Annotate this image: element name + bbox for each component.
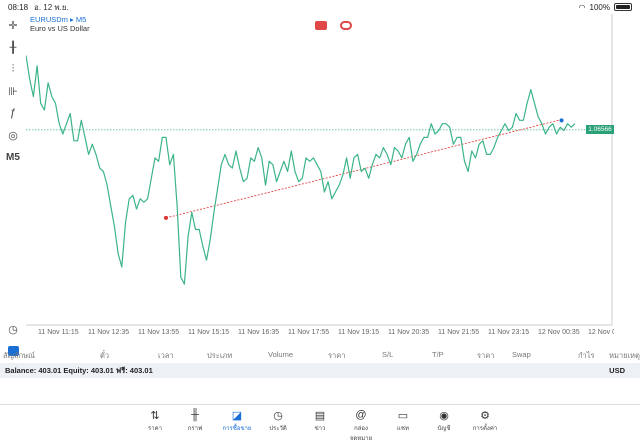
time-tick-label: 11 Nov 20:35 xyxy=(388,329,429,334)
col-type[interactable]: ประเภท xyxy=(207,351,233,360)
status-bar: 08:18 อ. 12 พ.ย. ◠ 100% xyxy=(0,0,640,14)
price-chart[interactable]: 1.067201.066901.066601.066301.066001.065… xyxy=(26,14,614,334)
time-tick-label: 11 Nov 15:15 xyxy=(188,329,229,334)
tab-label: การซื้อขาย xyxy=(222,426,252,432)
settings-sliders-icon[interactable]: ⊪ xyxy=(8,85,18,98)
clock: 08:18 xyxy=(8,2,29,12)
col-ticket[interactable]: ตั๋ว xyxy=(100,351,110,360)
chart-area[interactable]: EURUSDm ▸ M5 Euro vs US Dollar 1.067201.… xyxy=(26,14,614,334)
bottom-tab-bar: ⇅ ราคา ╫ กราฟ ◪ การซื้อขาย ◷ ประวัติ ▤ ข่าว @… xyxy=(0,404,640,447)
tab-settings[interactable]: ⚙ การตั้งค่า xyxy=(467,409,503,433)
tab-label: แชท xyxy=(397,426,409,432)
tab-label: การตั้งค่า xyxy=(472,426,498,432)
buy-button[interactable] xyxy=(340,21,352,30)
news-icon: ▤ xyxy=(314,410,326,422)
indicators-icon[interactable]: ⫶ xyxy=(11,62,15,75)
col-profit[interactable]: กำไร xyxy=(578,351,595,360)
date: อ. 12 พ.ย. xyxy=(34,2,69,12)
col-sl[interactable]: S/L xyxy=(382,350,394,359)
trend-line xyxy=(165,119,559,219)
chart-icon: ╫ xyxy=(191,409,199,421)
tab-label: บัญชี xyxy=(437,426,451,432)
settings-icon: ⚙ xyxy=(480,410,490,422)
time-tick-label: 11 Nov 17:55 xyxy=(288,329,329,334)
currency: USD xyxy=(609,366,625,375)
trend-start-point xyxy=(163,215,168,220)
tab-account[interactable]: ◉ บัญชี xyxy=(426,409,462,433)
time-tick-label: 11 Nov 19:15 xyxy=(338,329,379,334)
trade-icon: ◪ xyxy=(231,410,243,422)
price-series-line xyxy=(26,55,576,285)
tab-chat[interactable]: ▭ แชท xyxy=(385,409,421,433)
mailbox-icon: @ xyxy=(355,409,367,421)
time-tick-label: 11 Nov 16:35 xyxy=(238,329,279,334)
tab-trade[interactable]: ◪ การซื้อขาย xyxy=(219,409,255,433)
col-comment[interactable]: หมายเหตุ xyxy=(609,351,640,360)
time-tick-label: 11 Nov 13:55 xyxy=(138,329,179,334)
quotes-icon: ⇅ xyxy=(150,410,160,422)
tab-label: ราคา xyxy=(148,426,162,432)
tab-label: ข่าว xyxy=(314,426,326,432)
symbol-description: Euro vs US Dollar xyxy=(30,24,90,33)
time-tick-label: 11 Nov 23:15 xyxy=(488,329,529,334)
function-icon[interactable]: ƒ xyxy=(9,107,17,119)
time-tick-label: 12 Nov 00:35 xyxy=(538,329,580,334)
sell-button[interactable] xyxy=(315,21,327,30)
trend-end-point xyxy=(559,118,564,123)
balance-bar: Balance: 403.01 Equity: 403.01 ฟรี: 403.… xyxy=(0,363,640,378)
history-icon: ◷ xyxy=(273,410,283,422)
time-tick-label: 11 Nov 21:55 xyxy=(438,329,479,334)
tab-label: กล่องจดหมาย xyxy=(349,426,373,442)
tab-label: กราฟ xyxy=(187,426,203,432)
account-icon: ◉ xyxy=(439,410,449,422)
tab-chart[interactable]: ╫ กราฟ xyxy=(177,409,213,433)
tab-label: ประวัติ xyxy=(269,426,287,432)
tab-mailbox[interactable]: @ กล่องจดหมาย xyxy=(343,409,379,443)
chart-toolbar: ✛ ╂ ⫶ ⊪ ƒ ◎ M5 ◷ xyxy=(0,14,26,356)
wifi-icon: ◠ xyxy=(578,2,586,12)
col-volume[interactable]: Volume xyxy=(268,350,294,359)
objects-icon[interactable]: ◎ xyxy=(8,129,18,142)
current-price-tag: 1.06566 xyxy=(586,125,614,135)
crosshair-icon[interactable]: ✛ xyxy=(8,19,18,32)
timeframe-button[interactable]: M5 xyxy=(6,151,20,163)
tab-history[interactable]: ◷ ประวัติ xyxy=(260,409,296,433)
time-tick-label: 11 Nov 11:15 xyxy=(38,329,79,334)
battery-icon xyxy=(614,3,632,11)
trade-table-header: สัญลักษณ์ ตั๋ว เวลา ประเภท Volume ราคา S… xyxy=(0,348,640,362)
col-tp[interactable]: T/P xyxy=(432,350,444,359)
symbol-info: EURUSDm ▸ M5 Euro vs US Dollar xyxy=(30,15,90,33)
one-click-trading-icon[interactable] xyxy=(0,340,26,362)
clock-icon[interactable]: ◷ xyxy=(8,323,18,336)
col-swap[interactable]: Swap xyxy=(512,350,531,359)
chart-type-icon[interactable]: ╂ xyxy=(9,41,17,54)
col-price[interactable]: ราคา xyxy=(328,351,346,360)
battery-percent: 100% xyxy=(589,2,610,12)
col-time[interactable]: เวลา xyxy=(158,351,174,360)
time-tick-label: 11 Nov 12:35 xyxy=(88,329,129,334)
col-symbol[interactable]: สัญลักษณ์ xyxy=(3,351,36,360)
time-tick-label: 12 Nov 01:5 xyxy=(588,329,614,334)
symbol-name[interactable]: EURUSDm ▸ M5 xyxy=(30,15,87,24)
tab-news[interactable]: ▤ ข่าว xyxy=(302,409,338,433)
tab-quotes[interactable]: ⇅ ราคา xyxy=(137,409,173,433)
col-current-price[interactable]: ราคา xyxy=(477,351,495,360)
chat-icon: ▭ xyxy=(397,410,409,422)
balance-text: Balance: 403.01 Equity: 403.01 ฟรี: 403.… xyxy=(5,365,153,375)
